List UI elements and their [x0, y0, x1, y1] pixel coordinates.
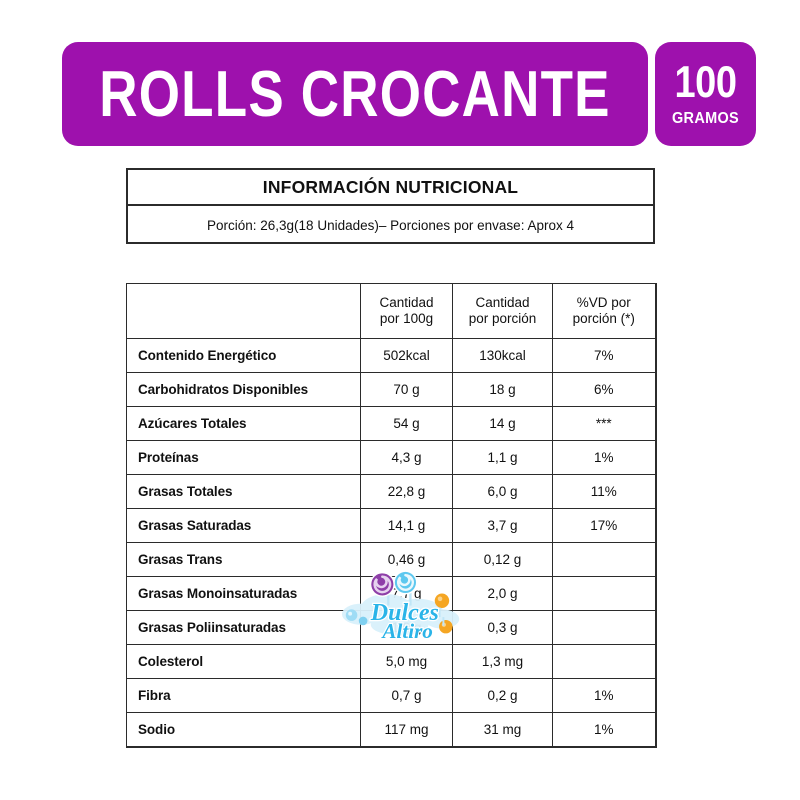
nutrient-value-per-portion: 0,3 g — [452, 610, 553, 645]
nutrient-value-vd — [552, 576, 657, 611]
nutrition-info-box: INFORMACIÓN NUTRICIONAL Porción: 26,3g(1… — [126, 168, 655, 244]
column-header-line2: porción (*) — [572, 311, 635, 326]
nutrient-value-vd: 6% — [552, 372, 657, 407]
table-row: Grasas Totales 22,8 g 6,0 g 11% — [126, 474, 657, 509]
nutrient-value-per-100g: 14,1 g — [360, 508, 453, 543]
table-row: Colesterol 5,0 mg 1,3 mg — [126, 644, 657, 679]
nutrient-value-per-100g: 0,7 g — [360, 678, 453, 713]
product-header: ROLLS CROCANTE 100 GRAMOS — [62, 42, 756, 146]
nutrient-value-per-portion: 1,3 mg — [452, 644, 553, 679]
product-title-banner: ROLLS CROCANTE — [62, 42, 648, 146]
nutrient-value-vd: 1% — [552, 712, 657, 748]
nutrient-value-vd — [552, 610, 657, 645]
column-header-1: Cantidad por 100g — [360, 283, 453, 339]
nutrient-value-per-portion: 18 g — [452, 372, 553, 407]
nutrient-value-per-portion: 6,0 g — [452, 474, 553, 509]
nutrient-value-per-portion: 0,12 g — [452, 542, 553, 577]
table-row: Contenido Energético 502kcal 130kcal 7% — [126, 338, 657, 373]
table-row: Grasas Saturadas 14,1 g 3,7 g 17% — [126, 508, 657, 543]
nutrient-name: Grasas Poliinsaturadas — [126, 610, 361, 645]
nutrient-value-vd: 11% — [552, 474, 657, 509]
nutrient-value-per-100g: 4,3 g — [360, 440, 453, 475]
table-row: Grasas Monoinsaturadas 7,7 g 2,0 g — [126, 576, 657, 611]
nutrient-name: Grasas Saturadas — [126, 508, 361, 543]
nutrient-value-per-portion: 2,0 g — [452, 576, 553, 611]
nutrient-value-per-portion: 0,2 g — [452, 678, 553, 713]
nutrition-table-body: Cantidad por 100g Cantidad por porción %VD p… — [126, 283, 657, 748]
column-header-line1: Cantidad — [379, 294, 434, 310]
nutrient-value-vd — [552, 644, 657, 679]
nutrition-info-heading: INFORMACIÓN NUTRICIONAL — [128, 170, 653, 206]
nutrient-value-vd: 1% — [552, 440, 657, 475]
nutrient-value-per-portion: 1,1 g — [452, 440, 553, 475]
nutrient-value-vd: 7% — [552, 338, 657, 373]
nutrient-name: Grasas Monoinsaturadas — [126, 576, 361, 611]
net-weight-badge: 100 GRAMOS — [655, 42, 756, 146]
column-header-line1: %VD por — [576, 294, 631, 310]
nutrient-value-vd: 1% — [552, 678, 657, 713]
table-row: Carbohidratos Disponibles 70 g 18 g 6% — [126, 372, 657, 407]
table-row: Azúcares Totales 54 g 14 g *** — [126, 406, 657, 441]
nutrient-value-per-portion: 14 g — [452, 406, 553, 441]
nutrient-value-vd — [552, 542, 657, 577]
nutrient-value-per-100g: 117 mg — [360, 712, 453, 748]
table-row: Sodio 117 mg 31 mg 1% — [126, 712, 657, 748]
column-header-line2: por porción — [468, 311, 537, 326]
page-title: ROLLS CROCANTE — [99, 58, 611, 130]
nutrient-value-per-100g: 7,7 g — [360, 576, 453, 611]
nutrient-name: Grasas Totales — [126, 474, 361, 509]
serving-size-line: Porción: 26,3g(18 Unidades)– Porciones p… — [207, 217, 574, 233]
nutrient-value-per-100g: 0,46 g — [360, 542, 453, 577]
nutrient-name: Colesterol — [126, 644, 361, 679]
nutrient-value-per-100g: 70 g — [360, 372, 453, 407]
nutrient-value-per-100g: 5,0 mg — [360, 644, 453, 679]
nutrient-name: Carbohidratos Disponibles — [126, 372, 361, 407]
column-header-3: %VD por porción (*) — [552, 283, 657, 339]
table-row: Grasas Poliinsaturadas 1,0 g 0,3 g — [126, 610, 657, 645]
nutrient-value-per-portion: 130kcal — [452, 338, 553, 373]
nutrient-name: Grasas Trans — [126, 542, 361, 577]
nutrient-value-per-100g: 502kcal — [360, 338, 453, 373]
table-row: Grasas Trans 0,46 g 0,12 g — [126, 542, 657, 577]
net-weight-unit: GRAMOS — [671, 110, 740, 127]
table-row: Proteínas 4,3 g 1,1 g 1% — [126, 440, 657, 475]
nutrient-value-vd: 17% — [552, 508, 657, 543]
column-header-line2: por 100g — [379, 311, 434, 326]
nutrition-table: Cantidad por 100g Cantidad por porción %VD p… — [126, 283, 657, 748]
nutrient-value-per-100g: 54 g — [360, 406, 453, 441]
table-header-row: Cantidad por 100g Cantidad por porción %VD p… — [126, 283, 657, 339]
nutrient-name: Contenido Energético — [126, 338, 361, 373]
nutrient-name: Proteínas — [126, 440, 361, 475]
nutrient-value-per-100g: 1,0 g — [360, 610, 453, 645]
table-row: Fibra 0,7 g 0,2 g 1% — [126, 678, 657, 713]
table-header-logo-cell — [126, 283, 361, 339]
nutrient-name: Sodio — [126, 712, 361, 748]
column-header-2: Cantidad por porción — [452, 283, 553, 339]
net-weight-value: 100 — [674, 58, 737, 109]
column-header-line1: Cantidad — [475, 294, 530, 310]
nutrient-value-per-portion: 31 mg — [452, 712, 553, 748]
nutrient-value-per-100g: 22,8 g — [360, 474, 453, 509]
nutrition-table-wrapper: Cantidad por 100g Cantidad por porción %VD p… — [126, 283, 657, 748]
nutrient-value-vd: *** — [552, 406, 657, 441]
nutrient-name: Fibra — [126, 678, 361, 713]
nutrient-name: Azúcares Totales — [126, 406, 361, 441]
nutrient-value-per-portion: 3,7 g — [452, 508, 553, 543]
